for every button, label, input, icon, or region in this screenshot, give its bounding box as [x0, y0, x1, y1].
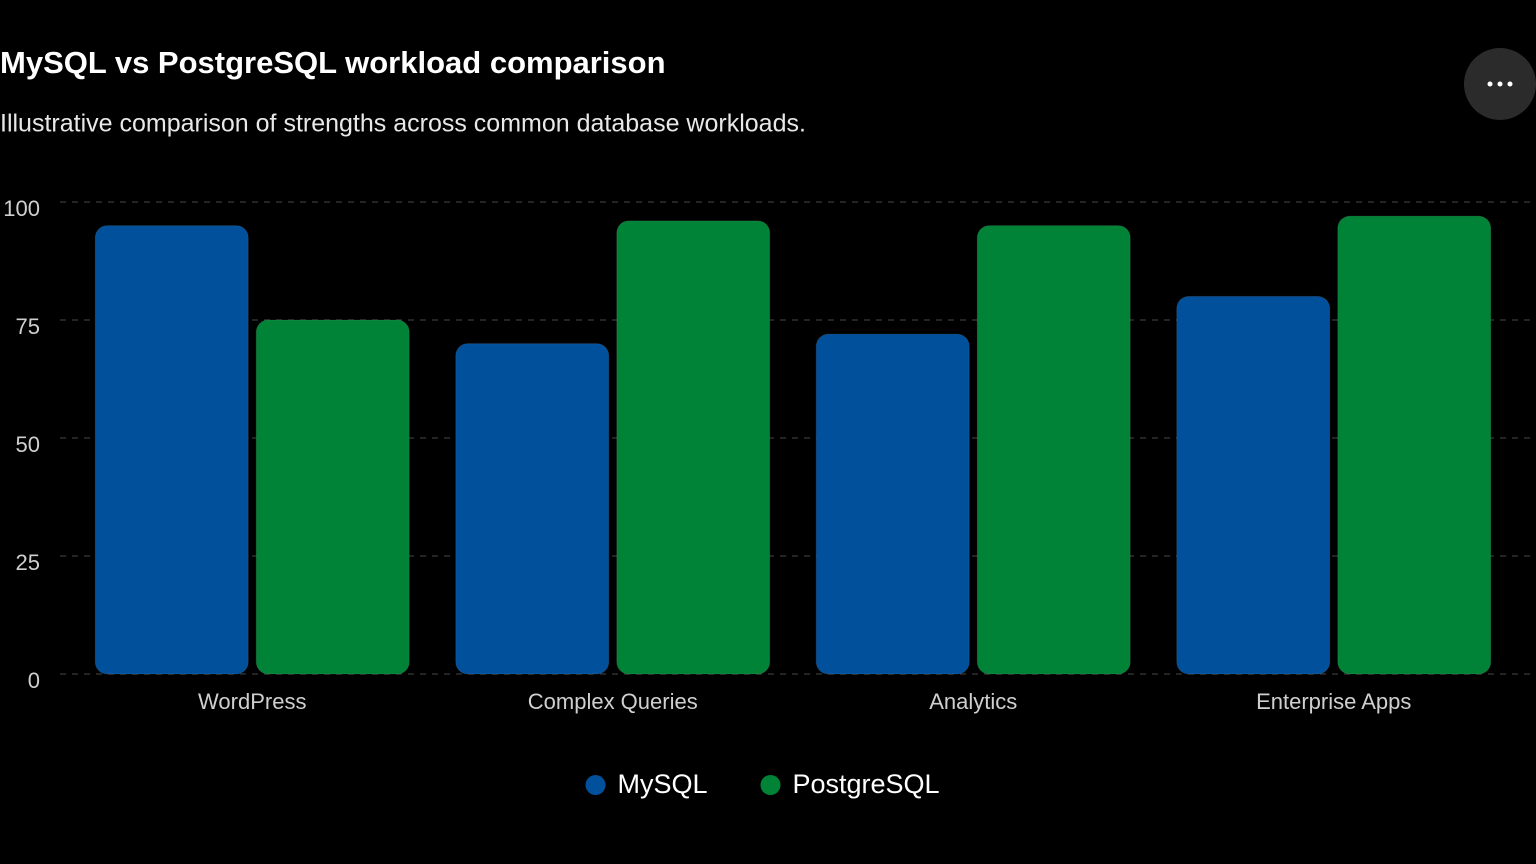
- legend: MySQL PostgreSQL: [585, 769, 940, 799]
- bar: [1337, 215, 1492, 675]
- menu-dot: [1497, 81, 1503, 87]
- menu-dot: [1507, 81, 1513, 87]
- bar: [976, 225, 1131, 675]
- x-tick-label: Analytics: [929, 689, 1017, 714]
- x-tick-label: WordPress: [198, 689, 306, 714]
- bar: [815, 333, 970, 675]
- x-tick-label: Enterprise Apps: [1256, 689, 1411, 714]
- bar: [1176, 295, 1331, 675]
- legend-swatch: [585, 775, 606, 795]
- bar: [255, 319, 410, 675]
- y-tick-label: 50: [16, 432, 40, 457]
- bar: [455, 343, 610, 675]
- y-tick-label: 25: [16, 550, 40, 575]
- chart-title: MySQL vs PostgreSQL workload comparison: [0, 45, 666, 80]
- x-tick-label: Complex Queries: [528, 689, 698, 714]
- bar: [94, 225, 249, 675]
- y-tick-label: 100: [3, 196, 40, 221]
- y-tick-label: 0: [28, 668, 40, 693]
- legend-swatch: [760, 775, 781, 795]
- menu-dot: [1487, 81, 1493, 87]
- legend-label: MySQL: [618, 769, 708, 799]
- bar: [616, 220, 771, 675]
- legend-label: PostgreSQL: [793, 769, 940, 799]
- y-tick-label: 75: [16, 314, 40, 339]
- menu-button[interactable]: [1464, 48, 1536, 120]
- chart-subtitle: Illustrative comparison of strengths acr…: [0, 110, 806, 138]
